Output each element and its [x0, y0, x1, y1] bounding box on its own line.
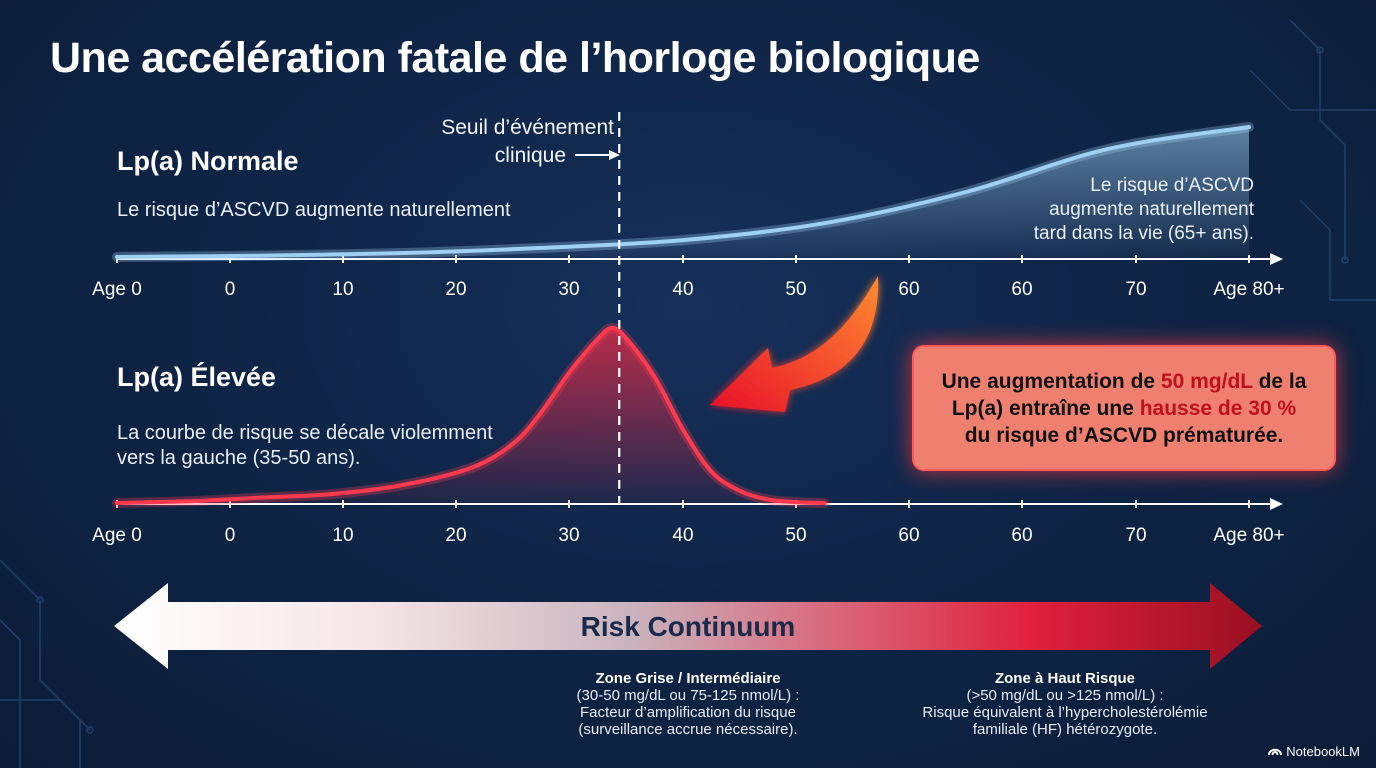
- normal-risk-series: [112, 122, 1254, 262]
- top-age-axis: [117, 253, 1283, 265]
- note-line-2: augmente naturellement: [1049, 199, 1254, 220]
- bottom-axis-ticks: Age 0 0 10 20 30 40 50 60 60 70 Age 80+: [92, 500, 1285, 546]
- zone-line: familiale (HF) hétérozygote.: [972, 721, 1158, 738]
- elevated-desc-line-1: La courbe de risque se décale violemment: [117, 422, 493, 444]
- top-axis-tick-label: 70: [1125, 279, 1146, 300]
- bottom-axis-tick-label: 0: [225, 525, 236, 546]
- brand-logo: NotebookLM: [1268, 744, 1360, 759]
- bottom-axis-tick-label: 40: [672, 525, 693, 546]
- zone-line: (surveillance accrue nécessaire).: [578, 721, 798, 738]
- callout-text: de la: [1252, 369, 1307, 393]
- threshold-label-line2: clinique: [494, 144, 566, 167]
- top-axis-tick-label: 60: [1011, 279, 1032, 300]
- top-axis-tick-label: 30: [558, 279, 579, 300]
- zone-title: Zone à Haut Risque: [994, 670, 1136, 687]
- page-title: Une accélération fatale de l’horloge bio…: [50, 34, 980, 82]
- bottom-axis-tick-label: 10: [332, 525, 353, 546]
- brand-name: NotebookLM: [1286, 744, 1360, 759]
- note-line-1: Le risque d’ASCVD: [1090, 175, 1254, 196]
- zone-line: (>50 mg/dL ou >125 nmol/L) :: [966, 687, 1164, 704]
- bottom-axis-tick-label: 60: [1011, 525, 1032, 546]
- top-axis-tick-label: 0: [225, 279, 236, 300]
- top-axis-ticks: Age 0 0 10 20 30 40 50 60 60 70 Age 80+: [92, 255, 1285, 300]
- bottom-axis-tick-label: 50: [785, 525, 806, 546]
- top-axis-tick-label: Age 80+: [1213, 279, 1284, 300]
- bottom-axis-tick-label: 70: [1125, 525, 1146, 546]
- top-axis-tick-label: 10: [332, 279, 353, 300]
- note-line-3: tard dans la vie (65+ ans).: [1033, 223, 1254, 244]
- normal-panel-title: Lp(a) Normale: [117, 146, 299, 176]
- bottom-axis-tick-label: 30: [558, 525, 579, 546]
- callout-text: Lp(a) entraîne une: [951, 396, 1140, 420]
- elevated-panel-title: Lp(a) Élevée: [117, 362, 277, 392]
- callout-box: Une augmentation de 50 mg/dL de la Lp(a)…: [912, 345, 1336, 471]
- bottom-axis-tick-label: Age 0: [92, 525, 142, 546]
- bottom-axis-tick-label: 60: [898, 525, 919, 546]
- normal-curve-area: [117, 127, 1249, 257]
- threshold-label-line1: Seuil d’événement: [441, 116, 614, 139]
- threshold-arrow: [575, 150, 620, 160]
- top-axis-tick-label: 60: [898, 279, 919, 300]
- callout-highlight-dose: 50 mg/dL: [1160, 369, 1253, 393]
- risk-continuum-arrow: [114, 583, 1262, 669]
- zone-high-risk: Zone à Haut Risque (>50 mg/dL ou >125 nm…: [880, 670, 1250, 738]
- normal-curve-line: [115, 125, 1251, 259]
- zone-line: Facteur d’amplification du risque: [580, 704, 796, 721]
- circuit-decoration: [0, 19, 1376, 768]
- notebooklm-icon: [1268, 744, 1283, 759]
- risk-continuum-label: Risk Continuum: [581, 611, 796, 642]
- zone-title: Zone Grise / Intermédiaire: [595, 670, 781, 687]
- top-axis-tick-label: 20: [445, 279, 466, 300]
- callout-text: Une augmentation de: [941, 369, 1161, 393]
- top-axis-tick-label: 50: [785, 279, 806, 300]
- elevated-risk-series: [112, 322, 830, 508]
- normal-panel-description: Le risque d’ASCVD augmente naturellement: [117, 199, 511, 221]
- zone-line: (30-50 mg/dL ou 75-125 nmol/L) :: [576, 687, 800, 704]
- callout-text: du risque d’ASCVD prématurée.: [964, 423, 1284, 447]
- zone-grey-intermediate: Zone Grise / Intermédiaire (30-50 mg/dL …: [518, 670, 858, 738]
- zone-line: Risque équivalent à l’hypercholestérolém…: [922, 704, 1208, 721]
- elevated-desc-line-2: vers la gauche (35-50 ans).: [117, 447, 361, 469]
- elevated-curve-line: [115, 325, 827, 505]
- elevated-panel-description: La courbe de risque se décale violemment…: [117, 421, 493, 471]
- top-axis-tick-label: 40: [672, 279, 693, 300]
- bottom-axis-tick-label: Age 80+: [1213, 525, 1284, 546]
- bottom-axis-tick-label: 20: [445, 525, 466, 546]
- callout-highlight-increase: hausse de 30 %: [1139, 396, 1297, 420]
- elevated-curve-area: [117, 328, 825, 503]
- shift-arrow: [710, 276, 879, 412]
- bottom-age-axis: [117, 498, 1283, 510]
- normal-late-risk-note: Le risque d’ASCVD augmente naturellement…: [954, 174, 1254, 246]
- top-axis-tick-label: Age 0: [92, 279, 142, 300]
